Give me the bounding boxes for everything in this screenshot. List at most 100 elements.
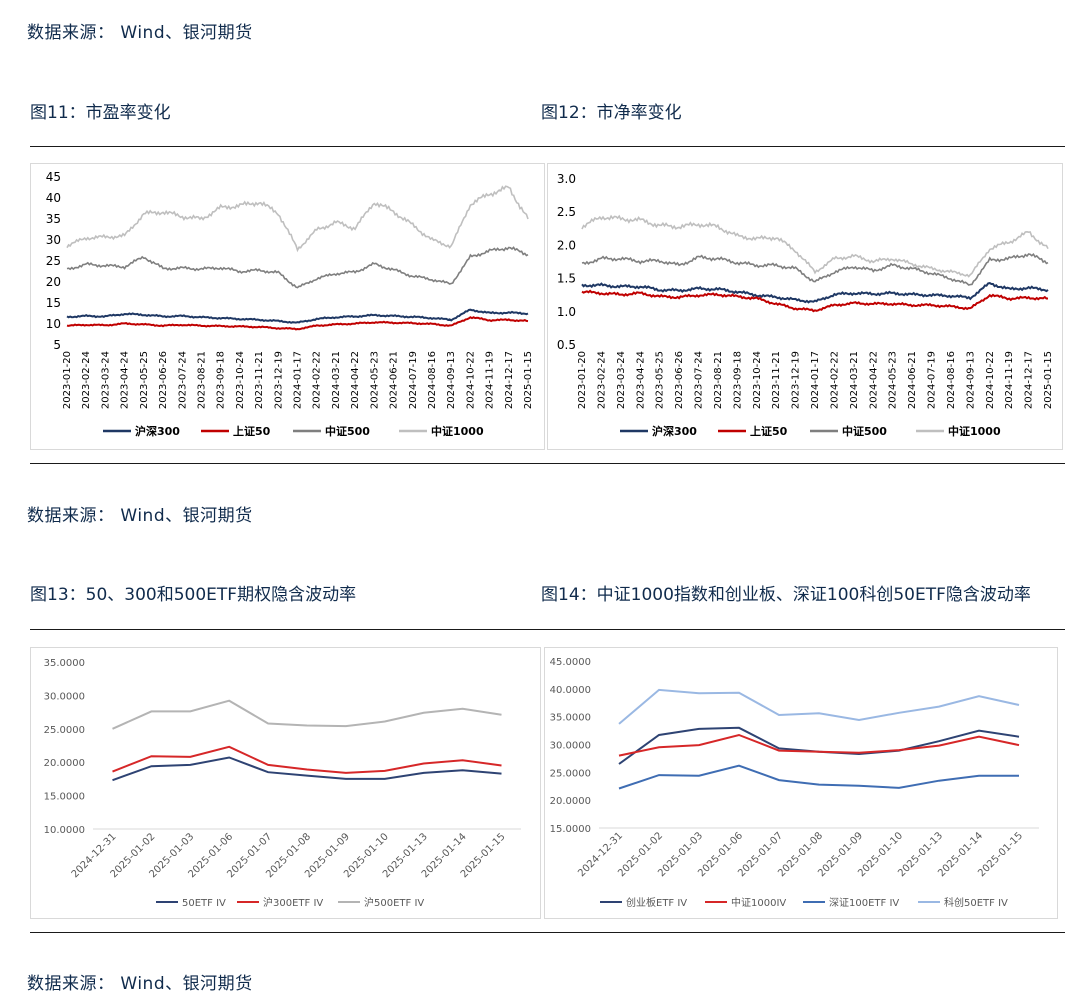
y-tick-label: 30.0000: [550, 741, 591, 752]
x-tick-label: 2024-08-16: [427, 351, 438, 409]
series-line: [581, 289, 1048, 313]
legend-label: 创业板ETF IV: [626, 896, 687, 909]
x-tick-label: 2024-09-13: [965, 351, 976, 409]
x-tick-label: 2024-02-22: [829, 351, 840, 409]
legend-label: 中证1000IV: [731, 896, 786, 909]
y-tick-label: 5: [53, 338, 61, 352]
y-tick-label: 20: [46, 275, 61, 289]
x-tick-label: 2023-02-24: [596, 351, 607, 409]
y-tick-label: 40.0000: [550, 685, 591, 696]
x-tick-label: 2023-06-26: [158, 351, 169, 409]
legend-label: 50ETF IV: [182, 898, 226, 909]
y-tick-label: 10.0000: [44, 825, 85, 836]
y-tick-label: 35.0000: [550, 713, 591, 724]
x-tick-label: 2023-01-20: [577, 351, 588, 409]
series-line: [581, 282, 1049, 304]
y-tick-label: 15.0000: [550, 824, 591, 835]
chart-panel-pb: 0.5 1.0 1.5 2.0 2.5 3.0 2023-01-20 2023-02-24 20…: [547, 163, 1063, 450]
x-tick-label: 2023-11-21: [254, 351, 265, 409]
x-tick-label: 2023-07-24: [177, 351, 188, 409]
y-tick-label: 10: [46, 317, 61, 331]
x-tick-label: 2023-08-21: [713, 351, 724, 409]
x-tick-label: 2024-06-21: [389, 351, 400, 409]
chart-panel-pe: 5 10 15 20 25 30 35 40 45 2023-01-20 2023-02-24 202…: [30, 163, 545, 450]
chart-panel-etf-iv: 10.0000 15.0000 20.0000 25.0000 30.0000 35.00…: [30, 647, 541, 919]
x-tick-label: 2024-07-19: [927, 351, 938, 409]
x-tick-label: 2023-08-21: [196, 351, 207, 409]
y-tick-label: 3.0: [557, 172, 576, 186]
x-tick-label: 2024-01-17: [293, 351, 304, 409]
y-tick-label: 2.5: [557, 205, 576, 219]
legend-label: 科创50ETF IV: [944, 896, 1008, 909]
x-tick-label: 2023-09-18: [732, 351, 743, 409]
pb-ratio-chart: 0.5 1.0 1.5 2.0 2.5 3.0 2023-01-20 2023-02-24 20…: [557, 172, 1054, 438]
y-tick-label: 25.0000: [550, 768, 591, 779]
x-tick-label: 2024-01-17: [810, 351, 821, 409]
x-tick-label: 2024-10-22: [985, 351, 996, 409]
y-tick-label: 25.0000: [44, 725, 85, 736]
x-tick-label: 2023-07-24: [694, 351, 705, 409]
x-tick-label: 2023-05-25: [655, 351, 666, 409]
x-tick-label: 2023-04-24: [635, 351, 646, 409]
x-tick-label: 2024-05-23: [888, 351, 899, 409]
y-tick-label: 25: [46, 254, 61, 268]
legend-label: 中证500: [842, 424, 887, 438]
x-tick-label: 2023-01-20: [62, 351, 73, 409]
x-tick-label: 2024-03-21: [849, 351, 860, 409]
x-tick-label: 2024-10-22: [465, 351, 476, 409]
x-tick-label: 2025-01-15: [523, 351, 534, 409]
x-tick-label: 2023-03-24: [616, 351, 627, 409]
x-tick-label: 2023-03-24: [100, 351, 111, 409]
index-iv-chart: 15.0000 20.0000 25.0000 30.0000 35.0000 40.00…: [550, 657, 1039, 909]
x-tick-label: 2024-02-22: [312, 351, 323, 409]
x-tick-label: 2024-04-22: [350, 351, 361, 409]
y-tick-label: 35: [46, 212, 61, 226]
y-tick-label: 0.5: [557, 338, 576, 352]
legend-label: 中证1000: [948, 424, 1001, 438]
y-tick-label: 2.0: [557, 238, 576, 252]
legend-label: 中证500: [325, 424, 370, 438]
legend-label: 沪500ETF IV: [364, 896, 424, 909]
etf-iv-chart: 10.0000 15.0000 20.0000 25.0000 30.0000 35.00…: [44, 658, 521, 909]
legend-label: 深证100ETF IV: [829, 897, 899, 909]
x-tick-label: 2023-12-19: [791, 351, 802, 409]
figure-title: 图14：中证1000指数和创业板、深证100科创50ETF隐含波动率: [541, 585, 1031, 605]
y-tick-label: 20.0000: [550, 796, 591, 807]
x-tick-label: 2023-06-26: [674, 351, 685, 409]
x-tick-label: 2023-11-21: [771, 351, 782, 409]
figure-title: 图12：市净率变化: [541, 103, 682, 123]
series-line: [66, 185, 529, 253]
y-tick-label: 15.0000: [44, 792, 85, 803]
divider: [30, 932, 1065, 933]
x-tick-label: 2024-12-17: [1024, 351, 1035, 409]
x-tick-label: 2024-12-17: [504, 351, 515, 409]
x-tick-label: 2023-10-24: [752, 351, 763, 409]
series-line: [618, 733, 1020, 757]
y-tick-label: 40: [46, 191, 61, 205]
legend-label: 中证1000: [431, 424, 484, 438]
figure-title: 图13：50、300和500ETF期权隐含波动率: [30, 585, 357, 605]
y-tick-label: 1.0: [557, 305, 576, 319]
series-line: [66, 308, 529, 324]
series-line: [581, 252, 1049, 286]
y-tick-label: 15: [46, 296, 61, 310]
y-tick-label: 20.0000: [44, 758, 85, 769]
source-note: 数据来源： Wind、银河期货: [27, 506, 253, 526]
legend-label: 沪深300: [135, 424, 180, 438]
y-tick-label: 45: [46, 170, 61, 184]
x-tick-label: 2023-10-24: [235, 351, 246, 409]
series-line: [66, 316, 529, 331]
series-line: [618, 688, 1020, 725]
series-line: [112, 745, 502, 774]
chart-panel-index-iv: 15.0000 20.0000 25.0000 30.0000 35.0000 40.00…: [544, 647, 1058, 919]
x-tick-label: 2023-05-25: [139, 351, 150, 409]
series-line: [112, 756, 502, 782]
y-tick-label: 35.0000: [44, 658, 85, 669]
source-note: 数据来源： Wind、银河期货: [27, 974, 253, 994]
x-tick-label: 2024-08-16: [946, 351, 957, 409]
series-line: [618, 764, 1019, 790]
y-tick-label: 1.5: [557, 272, 576, 286]
x-tick-label: 2023-09-18: [216, 351, 227, 409]
x-tick-label: 2024-06-21: [907, 351, 918, 409]
x-tick-label: 2024-07-19: [408, 351, 419, 409]
